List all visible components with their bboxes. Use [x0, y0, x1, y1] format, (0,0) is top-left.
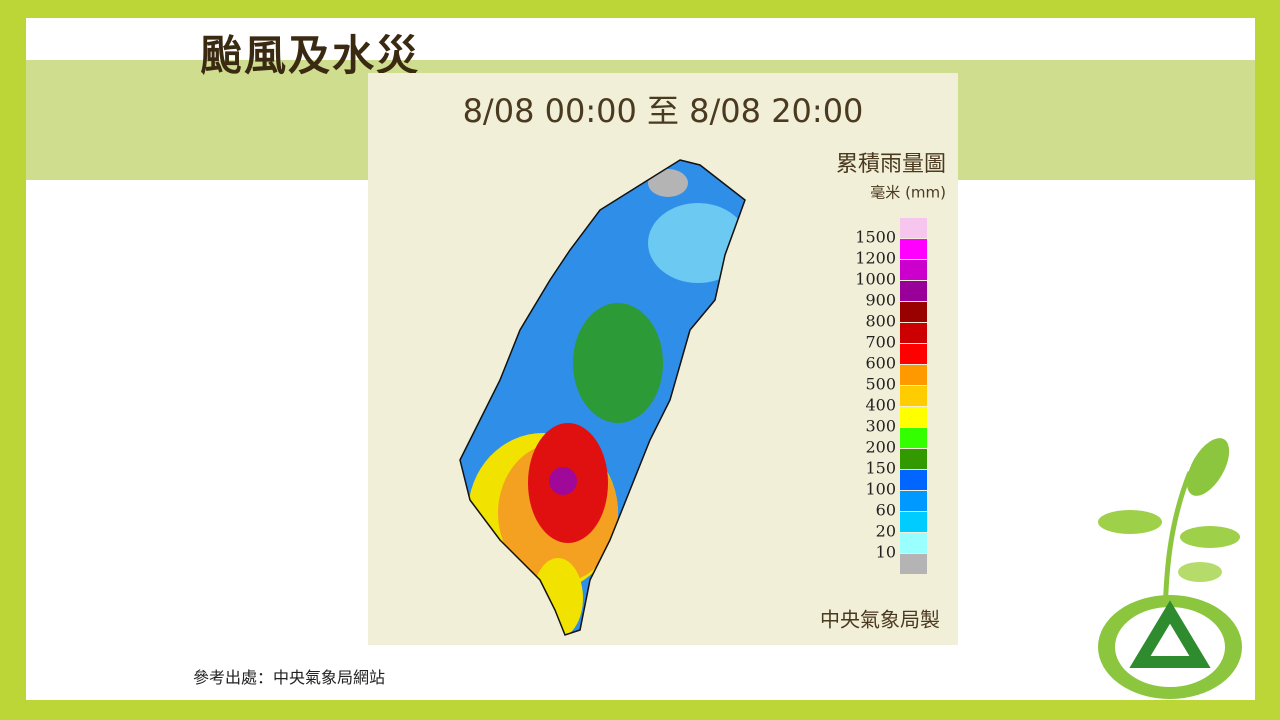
slide-title: 颱風及水災 — [200, 31, 421, 80]
legend-label: 10 — [876, 543, 896, 562]
legend-label: 150 — [865, 459, 896, 478]
map-title: 8/08 00:00 至 8/08 20:00 — [463, 92, 864, 130]
legend-label: 1000 — [855, 270, 896, 289]
legend-label: 700 — [865, 333, 896, 352]
map-credit: 中央氣象局製 — [820, 608, 940, 632]
legend-swatch — [900, 449, 927, 469]
coastline — [459, 159, 746, 636]
legend-swatch — [900, 554, 927, 574]
legend-swatch — [900, 323, 927, 343]
legend-label: 20 — [876, 522, 896, 541]
legend-label: 60 — [876, 501, 896, 520]
legend-swatch — [900, 239, 927, 259]
map-unit: 毫米 (mm) — [870, 184, 946, 202]
legend-swatch — [900, 470, 927, 490]
legend-swatch — [900, 407, 927, 427]
legend-swatch — [900, 260, 927, 280]
legend-swatch — [900, 344, 927, 364]
legend-label: 200 — [865, 438, 896, 457]
slide: 颱風及水災 8/08 00:00 至 8/08 20:00 累積雨量圖 毫米 (… — [26, 18, 1255, 700]
legend-swatch — [900, 386, 927, 406]
legend-swatch — [900, 428, 927, 448]
legend-label: 800 — [865, 312, 896, 331]
legend-swatch — [900, 302, 927, 322]
recycle-logo — [1098, 438, 1242, 699]
legend-swatch — [900, 533, 927, 553]
legend-label: 1500 — [855, 228, 896, 247]
legend-label: 1200 — [855, 249, 896, 268]
legend-label: 100 — [865, 480, 896, 499]
legend-swatch — [900, 491, 927, 511]
legend-swatch — [900, 281, 927, 301]
rainfall-map: 8/08 00:00 至 8/08 20:00 累積雨量圖 毫米 (mm) 中央… — [368, 73, 958, 645]
legend-label: 500 — [865, 375, 896, 394]
legend-label: 400 — [865, 396, 896, 415]
legend-swatch — [900, 512, 927, 532]
legend: 1500 1200 1000 900 800 700 600 500 400 300 200 150 1… — [855, 218, 927, 574]
legend-label: 600 — [865, 354, 896, 373]
legend-swatch — [900, 218, 927, 238]
map-subtitle: 累積雨量圖 — [836, 152, 946, 177]
source-note: 參考出處：中央氣象局網站 — [193, 668, 386, 687]
legend-label: 300 — [865, 417, 896, 436]
legend-label: 900 — [865, 291, 896, 310]
legend-swatch — [900, 365, 927, 385]
